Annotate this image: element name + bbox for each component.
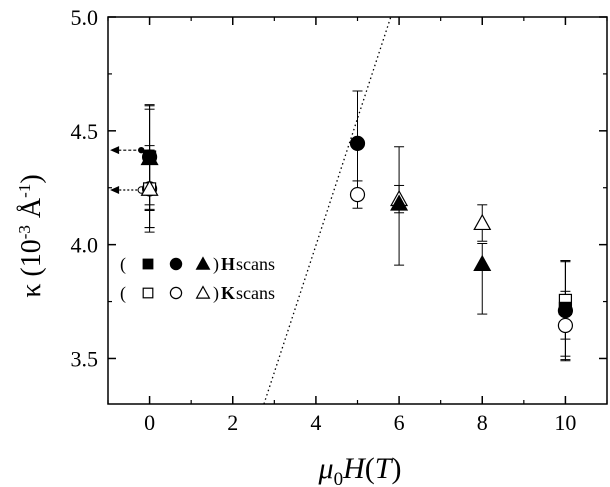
dotted-guide-line	[263, 16, 392, 405]
x-tick-label: 8	[477, 410, 488, 435]
legend-label-bold: H	[221, 254, 235, 274]
legend-close-paren: )	[213, 254, 219, 275]
y-tick-label: 5.0	[71, 5, 99, 30]
x-label-paren-close: )	[391, 452, 401, 485]
markers-layer	[140, 135, 574, 334]
x-axis-label: μ0H(T)	[318, 452, 402, 487]
legend-marker-square-open	[142, 287, 154, 299]
plot-frame	[107, 16, 608, 405]
legend-marker-circle-open	[169, 286, 183, 300]
legend-marker-circle-filled	[169, 257, 183, 271]
legend-label: scans	[236, 283, 275, 303]
pointer-arrow-head	[110, 146, 120, 155]
x-label-rest: H	[342, 452, 367, 485]
y-label-exp2: -1	[15, 184, 34, 198]
x-tick-label: 4	[310, 410, 321, 435]
x-label-paren-open: (	[365, 452, 375, 485]
x-label-mu: μ	[318, 452, 334, 485]
y-label-unit: Å	[16, 197, 47, 225]
legend-marker-triangle-filled	[195, 256, 211, 270]
ticks-layer: 0 2 4 6 8 10 3.5 4.0 4.5 5.0	[71, 5, 608, 435]
legend-open-paren: (	[120, 254, 126, 275]
x-label-unit: T	[375, 452, 394, 485]
legend-open-paren: (	[120, 283, 126, 304]
y-tick-label: 4.5	[71, 119, 99, 144]
errorbars-layer	[144, 90, 571, 362]
legend-close-paren: )	[213, 283, 219, 304]
y-label-close: )	[16, 174, 47, 183]
pointer-arrow-head	[110, 186, 120, 195]
y-label-kappa: κ	[16, 284, 47, 298]
y-tick-label: 3.5	[71, 346, 99, 371]
x-tick-label: 6	[394, 410, 405, 435]
y-tick-label: 4.0	[71, 233, 99, 258]
data-point-triangle-open	[140, 179, 159, 196]
legend-marker-triangle-open	[195, 285, 211, 299]
dotted-line-layer	[263, 16, 392, 405]
legend: () H scans () K scans	[120, 254, 275, 304]
x-label-sub: 0	[334, 469, 344, 487]
data-point-circle-filled	[349, 135, 366, 151]
data-point-triangle-filled	[390, 194, 409, 211]
plot-area-border	[107, 16, 608, 405]
data-point-triangle-open	[473, 213, 492, 231]
pointer-arrow-dot	[138, 146, 145, 154]
data-point-triangle-filled	[473, 254, 492, 271]
data-point-square-filled	[558, 301, 573, 315]
data-point-circle-open	[349, 186, 366, 203]
y-label-open: (10	[16, 239, 47, 283]
x-tick-label: 0	[144, 410, 155, 435]
legend-label-bold: K	[221, 283, 235, 303]
y-label-exp1: -3	[15, 225, 34, 239]
legend-marker-square-filled	[142, 258, 154, 270]
x-tick-label: 2	[227, 410, 238, 435]
arrows-layer	[110, 146, 145, 195]
data-point-square-filled	[142, 150, 157, 164]
data-point-circle-open	[557, 317, 574, 334]
y-axis-label: κ (10-3 Å-1)	[15, 174, 47, 297]
legend-label: scans	[236, 254, 275, 274]
x-tick-label: 10	[554, 410, 576, 435]
